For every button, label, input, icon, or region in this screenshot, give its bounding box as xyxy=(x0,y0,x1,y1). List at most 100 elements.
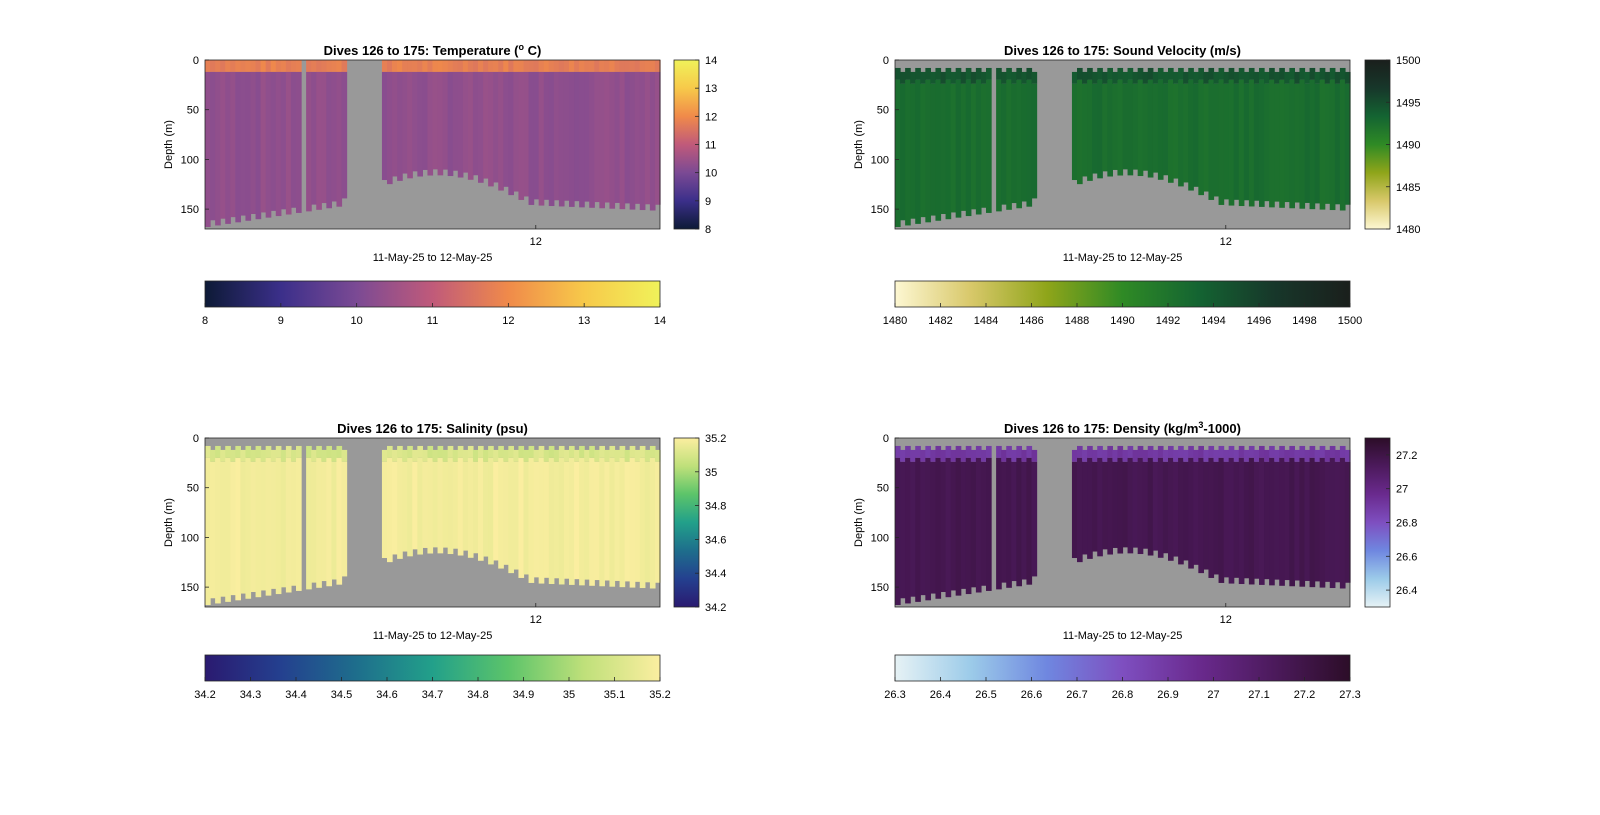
heatmap-cell xyxy=(1228,445,1235,458)
heatmap-cell xyxy=(1213,83,1220,197)
heatmap-cell xyxy=(472,461,479,554)
heatmap-cell xyxy=(437,71,444,176)
colorbar-h-tick-label: 1492 xyxy=(1156,315,1180,327)
heatmap-cell xyxy=(965,79,972,217)
colorbar-tick-label: 26.8 xyxy=(1396,518,1417,530)
heatmap-cell xyxy=(905,67,911,80)
heatmap-cell xyxy=(240,461,247,594)
heatmap-cell xyxy=(1147,445,1154,458)
heatmap-cell xyxy=(1016,445,1022,458)
heatmap-cell xyxy=(1137,445,1144,458)
heatmap-cell xyxy=(935,67,942,80)
heatmap-cell xyxy=(574,71,580,202)
heatmap-cell xyxy=(432,449,439,462)
colorbar-h-tick-label: 27.2 xyxy=(1294,689,1315,701)
heatmap-cell xyxy=(397,445,403,458)
heatmap-cell xyxy=(1127,457,1134,554)
colorbar-h-tick-label: 26.7 xyxy=(1066,689,1087,701)
heatmap-cell xyxy=(996,67,1002,80)
colorbar-tick-label: 10 xyxy=(705,168,717,180)
colorbar-tick-label: 14 xyxy=(705,55,717,67)
heatmap-cell xyxy=(609,445,616,458)
heatmap-cell xyxy=(634,60,641,72)
heatmap-cell xyxy=(1142,461,1149,549)
heatmap-cell xyxy=(513,71,520,192)
heatmap-cell xyxy=(1107,445,1113,458)
heatmap-cell xyxy=(1006,79,1012,210)
heatmap-cell xyxy=(1178,457,1184,565)
heatmap-cell xyxy=(326,60,332,72)
heatmap-cell xyxy=(1188,67,1194,80)
heatmap-cell xyxy=(442,71,449,170)
heatmap-cell xyxy=(1218,445,1225,458)
heatmap-cell xyxy=(543,60,550,72)
heatmap-cell xyxy=(624,71,631,204)
heatmap-cell xyxy=(472,71,479,176)
heatmap-cell xyxy=(306,60,312,72)
heatmap-cell xyxy=(245,71,252,221)
heatmap-cell xyxy=(614,71,621,203)
heatmap-cell xyxy=(1117,457,1124,554)
heatmap-cell xyxy=(488,457,494,565)
heatmap-cell xyxy=(1238,67,1245,80)
heatmap-cell xyxy=(1284,71,1290,84)
heatmap-cell xyxy=(553,449,560,462)
colorbar-h-tick-label: 27.3 xyxy=(1339,689,1360,701)
heatmap-cell xyxy=(437,60,444,72)
heatmap-cell xyxy=(1188,79,1194,191)
heatmap-cell xyxy=(579,445,585,458)
heatmap-cell xyxy=(1243,83,1250,201)
heatmap-cell xyxy=(316,71,322,210)
heatmap-cell xyxy=(1006,457,1012,588)
heatmap-cell xyxy=(1198,67,1204,80)
colorbar-tick-label: 8 xyxy=(705,224,711,236)
heatmap-cell xyxy=(210,449,216,462)
heatmap-cell xyxy=(614,449,621,462)
heatmap-cell xyxy=(311,71,317,205)
heatmap-cell xyxy=(518,445,525,458)
y-tick-label: 100 xyxy=(871,532,889,544)
colorbar-h-tick-label: 26.9 xyxy=(1157,689,1178,701)
heatmap-cell xyxy=(250,60,257,72)
colorbar-horizontal xyxy=(204,280,661,308)
heatmap-cell xyxy=(553,60,560,72)
heatmap-cell xyxy=(478,71,484,183)
heatmap-cell xyxy=(280,461,287,588)
heatmap-cell xyxy=(240,71,247,216)
heatmap-cell xyxy=(483,461,489,557)
heatmap-cell xyxy=(609,60,616,72)
heatmap-cell xyxy=(427,60,434,72)
heatmap-cell xyxy=(387,60,393,72)
plot-axes-box xyxy=(894,437,1351,608)
heatmap-cell xyxy=(1102,71,1108,84)
heatmap-cell xyxy=(563,60,570,72)
heatmap-cell xyxy=(1071,449,1078,462)
heatmap-cell xyxy=(417,60,423,72)
heatmap-cell xyxy=(1001,461,1007,583)
colorbar-h-tick-label: 26.8 xyxy=(1112,689,1133,701)
heatmap-cell xyxy=(925,67,931,80)
heatmap-cell xyxy=(1344,83,1351,205)
heatmap-cell xyxy=(599,71,605,209)
heatmap-cell xyxy=(1026,457,1033,585)
heatmap-cell xyxy=(205,71,211,228)
heatmap-cell xyxy=(1152,83,1159,173)
y-tick-label: 50 xyxy=(187,105,199,117)
heatmap-cell xyxy=(543,71,550,200)
heatmap-cell xyxy=(634,461,641,582)
heatmap-cell xyxy=(321,71,327,204)
heatmap-cell xyxy=(1339,445,1346,458)
heatmap-cell xyxy=(250,71,257,215)
heatmap-cell xyxy=(629,445,636,458)
heatmap-cell xyxy=(1031,461,1038,577)
colorbar-tick-label: 27.2 xyxy=(1396,450,1417,462)
heatmap-cell xyxy=(538,457,545,584)
heatmap-cell xyxy=(1264,83,1270,202)
heatmap-cell xyxy=(1026,79,1033,207)
heatmap-cell xyxy=(1132,449,1139,462)
heatmap-cell xyxy=(1274,71,1280,84)
heatmap-cell xyxy=(493,71,499,183)
chart-title-text: Dives 126 to 175: Salinity (psu) xyxy=(337,421,528,436)
heatmap-cell xyxy=(1304,83,1311,203)
heatmap-cell xyxy=(452,461,459,549)
